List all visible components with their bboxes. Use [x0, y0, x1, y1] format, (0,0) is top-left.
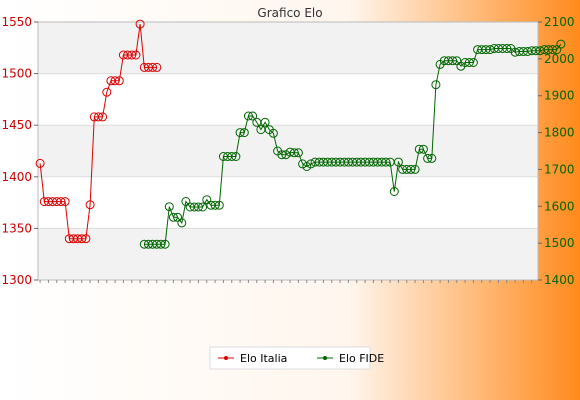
data-point — [81, 234, 91, 244]
data-point — [148, 62, 158, 72]
left-tick-label: 1350 — [1, 221, 32, 235]
data-point — [293, 148, 303, 158]
right-tick-label: 1600 — [544, 199, 575, 213]
legend: Elo Italia Elo FIDE — [209, 346, 384, 370]
data-point — [156, 239, 166, 249]
data-point — [164, 202, 174, 212]
legend-label: Elo Italia — [240, 352, 287, 365]
left-tick-label: 1450 — [1, 118, 32, 132]
data-point — [502, 44, 512, 53]
legend-marker — [323, 356, 327, 360]
left-tick-label: 1300 — [1, 273, 32, 287]
data-point — [152, 62, 162, 72]
right-tick-label: 1800 — [544, 126, 575, 140]
plot-border — [37, 21, 539, 281]
right-tick-label: 1400 — [544, 273, 575, 287]
data-point — [77, 234, 87, 244]
data-point — [418, 144, 428, 154]
data-point — [135, 19, 145, 29]
data-point — [102, 87, 112, 97]
right-tick-label: 2100 — [544, 15, 575, 29]
data-point — [410, 164, 420, 174]
data-point — [464, 58, 474, 67]
data-point — [268, 128, 278, 138]
chart-title: Grafico Elo — [257, 6, 322, 20]
data-point — [306, 159, 316, 169]
data-point — [35, 158, 45, 168]
data-point — [56, 197, 66, 207]
data-point — [114, 76, 124, 86]
right-tick-label: 2000 — [544, 52, 575, 66]
data-point — [93, 112, 103, 122]
data-point — [468, 58, 478, 67]
data-point — [448, 56, 458, 66]
data-point — [406, 164, 416, 174]
data-point — [235, 128, 245, 138]
right-tick-label: 1700 — [544, 162, 575, 176]
data-point — [127, 50, 137, 60]
data-point — [556, 39, 566, 49]
data-point — [168, 212, 178, 222]
left-tick-label: 1500 — [1, 67, 32, 81]
data-point — [389, 187, 399, 196]
data-point — [198, 202, 208, 212]
data-point — [427, 153, 437, 163]
data-point — [289, 148, 299, 158]
data-point — [160, 239, 170, 249]
data-point — [414, 144, 424, 154]
data-point — [431, 80, 441, 90]
left-tick-label: 1400 — [1, 170, 32, 184]
data-point — [381, 157, 391, 167]
grid-band — [38, 228, 538, 280]
data-point — [193, 202, 203, 212]
data-point — [210, 200, 220, 210]
data-point — [393, 157, 403, 167]
data-point — [227, 152, 237, 161]
data-point — [248, 111, 258, 121]
data-point — [243, 111, 253, 121]
right-tick-label: 1500 — [544, 236, 575, 250]
legend-box — [209, 346, 371, 370]
data-point — [481, 45, 491, 55]
data-point — [239, 128, 249, 138]
data-point — [60, 197, 70, 207]
data-point — [531, 46, 541, 56]
legend-marker — [224, 356, 228, 360]
data-point — [260, 117, 270, 127]
right-tick-label: 1900 — [544, 89, 575, 103]
data-point — [98, 112, 108, 122]
data-point — [110, 76, 120, 86]
data-point — [177, 218, 187, 228]
data-point — [214, 200, 224, 210]
data-point — [85, 200, 95, 210]
left-tick-label: 1550 — [1, 15, 32, 29]
data-point — [231, 152, 241, 161]
data-point — [277, 150, 287, 160]
legend-label: Elo FIDE — [339, 352, 384, 365]
data-point — [548, 45, 558, 55]
data-point — [131, 50, 141, 60]
data-point — [423, 153, 433, 163]
